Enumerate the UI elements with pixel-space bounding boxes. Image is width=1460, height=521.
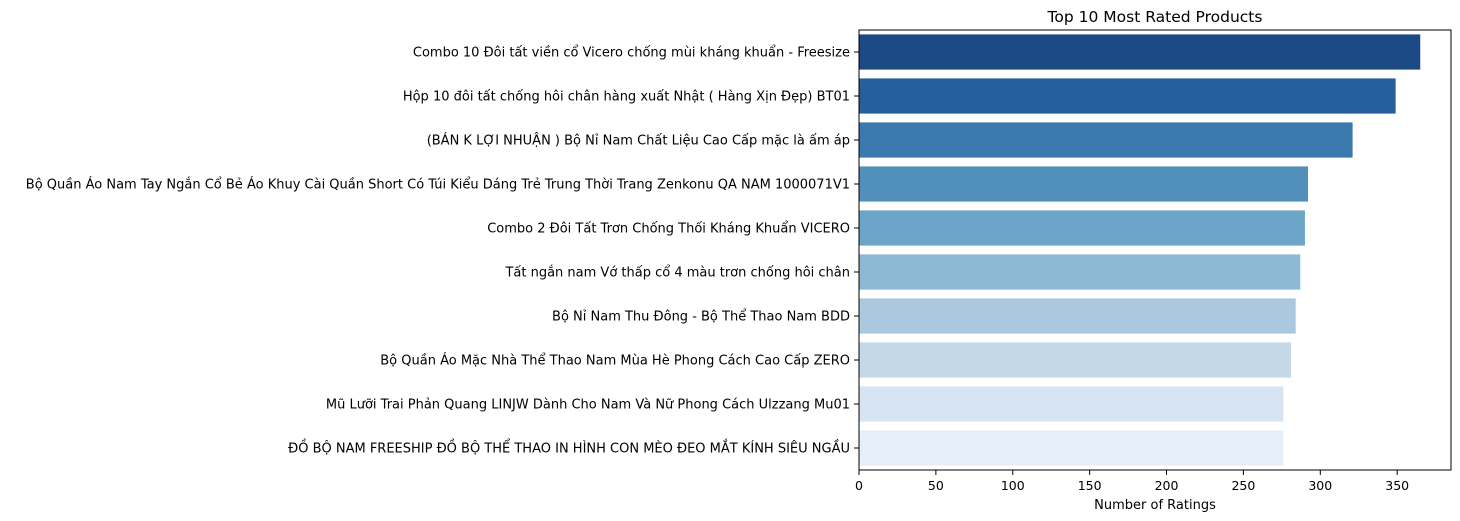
x-tick-label: 200	[1155, 478, 1179, 493]
bars-group	[859, 34, 1421, 466]
category-labels: Combo 10 Đôi tất viền cổ Vicero chống mù…	[26, 46, 859, 457]
x-tick-label: 250	[1231, 478, 1255, 493]
category-label: Combo 10 Đôi tất viền cổ Vicero chống mù…	[413, 46, 850, 61]
bar-5	[859, 210, 1305, 246]
bar-4	[859, 166, 1308, 202]
bar-8	[859, 342, 1292, 378]
chart-title: Top 10 Most Rated Products	[1047, 8, 1263, 26]
category-label: Hộp 10 đôi tất chống hôi chân hàng xuất …	[403, 90, 850, 105]
category-label: (BÁN K LỢI NHUẬN ) Bộ Nỉ Nam Chất Liệu C…	[427, 133, 850, 149]
bar-1	[859, 34, 1421, 70]
x-tick-label: 300	[1308, 478, 1332, 493]
x-tick-label: 50	[928, 478, 944, 493]
x-axis-ticks: 0 50 100 150 200 250 300 350	[855, 470, 1409, 493]
x-tick-label: 150	[1078, 478, 1102, 493]
category-label: Tất ngắn nam Vớ thấp cổ 4 màu trơn chống…	[504, 266, 850, 281]
x-axis-label: Number of Ratings	[1094, 498, 1216, 513]
category-label: ĐỒ BỘ NAM FREESHIP ĐỒ BỘ THỂ THAO IN HÌN…	[288, 440, 850, 457]
plot-frame	[858, 29, 1452, 471]
x-tick-label: 0	[855, 478, 863, 493]
bar-9	[859, 386, 1284, 422]
category-label: Bộ Quần Áo Nam Tay Ngắn Cổ Bẻ Áo Khuy Cà…	[26, 177, 850, 193]
x-tick-label: 350	[1385, 478, 1409, 493]
bar-3	[859, 122, 1353, 158]
bar-6	[859, 254, 1301, 290]
x-tick-label: 100	[1001, 478, 1025, 493]
category-label: Combo 2 Đôi Tất Trơn Chống Thối Kháng Kh…	[487, 222, 850, 237]
category-label: Bộ Quần Áo Mặc Nhà Thể Thao Nam Mùa Hè P…	[380, 353, 850, 369]
bar-7	[859, 298, 1296, 334]
category-label: Bộ Nỉ Nam Thu Đông - Bộ Thể Thao Nam BDD	[552, 310, 850, 325]
bar-2	[859, 78, 1396, 114]
category-label: Mũ Lưỡi Trai Phản Quang LINJW Dành Cho N…	[326, 398, 850, 413]
bar-10	[859, 430, 1284, 466]
